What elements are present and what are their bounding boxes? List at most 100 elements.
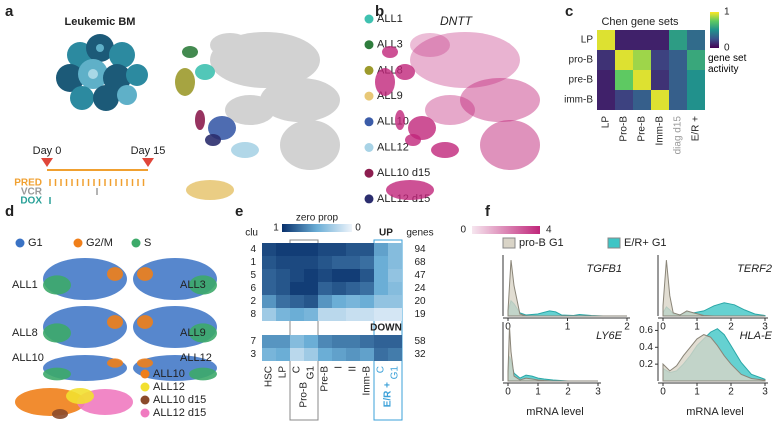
legend-swatch [140, 395, 150, 405]
heatmap-cell [615, 70, 633, 90]
colorbar-label: gene set activity [708, 53, 747, 75]
column-label: LP [278, 366, 289, 379]
gene-count: 32 [414, 349, 426, 360]
heatmap-cell [360, 269, 374, 282]
umap-cluster [205, 134, 221, 146]
legend-swatch [502, 237, 516, 249]
colorbar-label-text: gene set activity [708, 53, 747, 75]
column-label: G1 [390, 366, 401, 380]
row-label: imm-B [564, 95, 593, 106]
gene-count: 19 [414, 309, 426, 320]
heatmap-cell [360, 295, 374, 308]
umap-cells [107, 358, 123, 368]
heatmap-cell [374, 269, 388, 282]
column-label: II [348, 366, 359, 372]
y-tick-label: 0.6 [639, 325, 653, 336]
heatmap-cell [374, 335, 388, 348]
legend-label: ALL12 d15 [153, 407, 206, 419]
column-label: HSC [264, 366, 275, 387]
er-box [373, 239, 403, 421]
heatmap-cell [304, 256, 318, 269]
heatmap-cell [374, 256, 388, 269]
pro-b-box [289, 239, 319, 421]
heatmap-cell [290, 295, 304, 308]
density-area [507, 299, 627, 317]
heatmap-cell [276, 335, 290, 348]
heatmap-cell [360, 308, 374, 321]
heatmap-cell [360, 335, 374, 348]
row-label: 8 [250, 309, 256, 320]
panel-label: d [5, 203, 14, 220]
density-area [507, 326, 598, 382]
row-label: 5 [250, 270, 256, 281]
heatmap-cell [304, 243, 318, 256]
density-area [662, 334, 766, 382]
gene-name: HLA-E [740, 330, 773, 342]
legend-swatch [607, 237, 621, 249]
x-tick-label: 0 [660, 387, 666, 398]
row-label: 1 [250, 257, 256, 268]
umap-cells [189, 275, 217, 295]
umap-cluster [182, 46, 198, 58]
heatmap-cell [669, 90, 687, 110]
x-tick-label: 0 [505, 322, 511, 333]
day-label: Day 15 [131, 145, 166, 157]
density-area [507, 356, 598, 382]
heatmap-cell [346, 295, 360, 308]
x-axis-label: mRNA level [526, 406, 583, 418]
umap-cells [107, 315, 123, 329]
umap-cells [43, 275, 71, 295]
x-tick-label: 2 [624, 322, 630, 333]
colorbar-tick: 4 [546, 225, 552, 236]
heatmap-cell [290, 348, 304, 361]
treatment-label: DOX [20, 196, 42, 207]
legend-swatch [364, 143, 374, 152]
treatment-label: VCR [21, 187, 43, 198]
gene-count: 20 [414, 296, 426, 307]
heatmap-cell [304, 348, 318, 361]
heatmap-cell [304, 282, 318, 295]
legend-swatch [131, 238, 141, 248]
heatmap-cell [615, 90, 633, 110]
x-tick-label: 0 [505, 387, 511, 398]
heatmap-cell [332, 269, 346, 282]
cell-illustration [56, 34, 148, 111]
heatmap-cell [360, 282, 374, 295]
legend-swatch [364, 194, 374, 204]
y-tick-label: 0.4 [639, 342, 653, 353]
x-tick-label: 2 [728, 387, 734, 398]
row-label: LP [581, 35, 594, 46]
colorbar-tick: 0 [355, 223, 361, 234]
column-header: genes [406, 228, 433, 239]
heatmap-cell [318, 256, 332, 269]
heatmap-cell [374, 282, 388, 295]
heatmap-cell [332, 295, 346, 308]
heatmap-cell [374, 348, 388, 361]
heatmap-cell [276, 269, 290, 282]
heatmap-cell [687, 70, 705, 90]
column-label: Imm-B [362, 366, 373, 396]
legend-swatch [140, 382, 150, 392]
heatmap-cell [651, 30, 669, 50]
heatmap-cell [276, 256, 290, 269]
umap-cells [137, 358, 153, 368]
legend-label: ALL1 [377, 13, 403, 25]
heatmap-cell [318, 295, 332, 308]
heatmap-cell [276, 308, 290, 321]
heatmap-cell [388, 256, 402, 269]
legend-swatch [364, 40, 374, 50]
umap-background [210, 32, 340, 170]
column-label: C [376, 366, 387, 373]
heatmap-cell [669, 70, 687, 90]
column-label: E/R + [691, 116, 702, 141]
density-area [662, 260, 765, 317]
umap-cluster [480, 120, 540, 170]
heatmap-cell [633, 90, 651, 110]
heatmap-cell [346, 256, 360, 269]
timeline [41, 158, 154, 167]
x-tick-label: 2 [565, 387, 571, 398]
heatmap-cell [388, 243, 402, 256]
column-label: Pre-B [637, 116, 648, 142]
sample-label: ALL3 [180, 279, 206, 291]
heatmap-cell [318, 269, 332, 282]
